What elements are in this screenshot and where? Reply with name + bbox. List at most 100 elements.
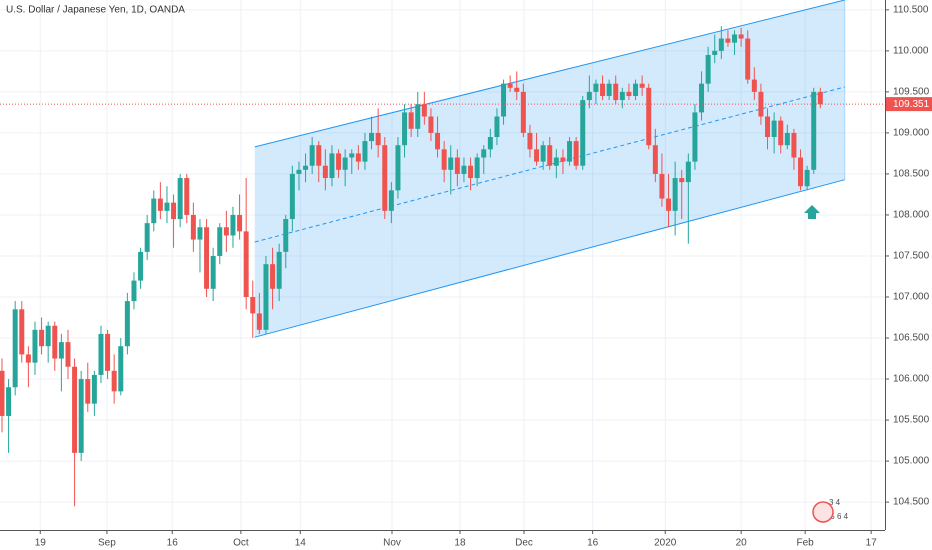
candle-body <box>402 112 408 146</box>
candle-body <box>487 137 493 150</box>
candle-body <box>375 132 381 146</box>
up-arrow-icon <box>804 205 820 219</box>
candle-body <box>672 178 678 211</box>
candle-body <box>58 342 64 359</box>
candle-body <box>369 132 375 142</box>
candle-body <box>461 165 467 174</box>
x-tick-label: Nov <box>383 538 401 549</box>
candle-body <box>0 370 5 416</box>
y-tick-label: 104.500 <box>893 497 930 508</box>
candle-body <box>435 132 441 150</box>
candle-body <box>639 83 645 88</box>
candle-body <box>237 214 243 232</box>
candle-body <box>91 374 97 404</box>
y-tick-label: 108.000 <box>893 210 930 221</box>
candle-body <box>184 178 190 215</box>
candle-body <box>256 313 262 330</box>
x-tick-label: 2020 <box>654 538 677 549</box>
candle-body <box>296 169 302 174</box>
y-tick-label: 107.000 <box>893 292 930 303</box>
y-tick-label: 110.000 <box>893 46 929 57</box>
candle-body <box>131 280 137 302</box>
x-tick-label: 19 <box>35 538 47 549</box>
y-tick-label: 107.500 <box>893 251 930 262</box>
candle-body <box>157 198 163 211</box>
candle-body <box>560 157 566 162</box>
y-tick-label: 108.500 <box>893 169 930 180</box>
candle-body <box>223 227 229 236</box>
y-tick-label: 106.500 <box>893 333 930 344</box>
candle-body <box>448 157 454 170</box>
candles <box>0 26 823 507</box>
candle-body <box>65 342 71 367</box>
candle-body <box>798 157 804 187</box>
candle-body <box>428 116 434 133</box>
candle-body <box>600 83 606 96</box>
candle-body <box>151 198 157 224</box>
candle-body <box>685 161 691 183</box>
candle-body <box>72 366 78 453</box>
candle-body <box>78 379 84 453</box>
candle-body <box>342 157 348 170</box>
candle-body <box>527 132 533 150</box>
channel-upper <box>254 0 845 148</box>
candle-body <box>12 309 18 388</box>
x-tick-label: 14 <box>295 538 307 549</box>
channel-middle <box>254 86 845 243</box>
candle-body <box>118 346 124 392</box>
candle-body <box>39 329 45 347</box>
badge-icon <box>812 501 834 523</box>
y-tick-label: 105.000 <box>893 456 930 467</box>
candle-body <box>646 87 652 146</box>
candle-body <box>85 379 91 404</box>
candle-body <box>534 149 540 162</box>
candle-body <box>593 83 599 92</box>
candle-body <box>25 354 31 363</box>
candle-body <box>567 141 573 162</box>
chart-title: U.S. Dollar / Japanese Yen, 1D, OANDA <box>6 5 185 16</box>
candle-body <box>520 91 526 133</box>
candle-body <box>725 38 731 43</box>
candle-body <box>316 145 322 166</box>
candle-body <box>283 219 289 252</box>
candle-body <box>270 264 276 289</box>
candle-body <box>124 301 130 347</box>
x-tick-label: Oct <box>233 538 249 549</box>
candle-body <box>606 83 612 96</box>
candle-body <box>164 202 170 211</box>
candle-body <box>217 227 223 256</box>
candle-body <box>586 91 592 101</box>
candle-body <box>778 120 784 146</box>
candle-body <box>540 145 546 162</box>
axes: 104.500 105.000 105.500 106.000 106.500 107.0… <box>0 4 932 549</box>
candle-body <box>718 38 724 51</box>
last-price-label: 109.351 <box>893 99 930 110</box>
candle-body <box>745 38 751 80</box>
candle-body <box>692 112 698 162</box>
candle-body <box>751 79 757 92</box>
x-tick-label: 16 <box>167 538 179 549</box>
candle-body <box>659 173 665 199</box>
candle-body <box>329 153 335 179</box>
candle-body <box>547 145 553 166</box>
candle-body <box>171 202 177 220</box>
candle-body <box>468 165 474 179</box>
candle-body <box>289 173 295 220</box>
candle-body <box>501 83 507 117</box>
y-tick-label: 110.500 <box>893 4 929 15</box>
candle-body <box>408 112 414 129</box>
candle-body <box>732 34 738 43</box>
candle-body <box>421 104 427 117</box>
candle-body <box>619 91 625 101</box>
candle-body <box>349 153 355 158</box>
candle-body <box>626 91 632 96</box>
candle-body <box>679 178 685 183</box>
candle-body <box>771 120 777 138</box>
candle-body <box>666 198 672 211</box>
candle-body <box>19 309 25 355</box>
candle-body <box>263 264 269 330</box>
x-tick-label: Dec <box>515 538 533 549</box>
candle-body <box>811 91 817 170</box>
candle-body <box>817 91 823 105</box>
